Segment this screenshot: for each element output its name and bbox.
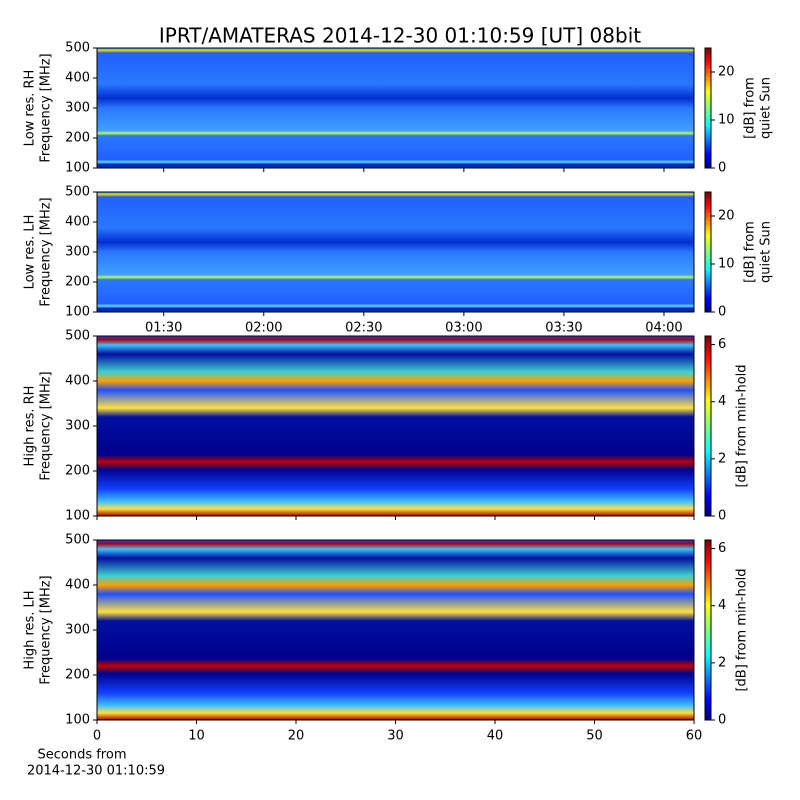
- y-tick-label: 300: [65, 245, 90, 260]
- y-axis-label: Frequency [MHz]: [39, 371, 54, 480]
- colorbar-tick-label: 10: [718, 257, 735, 272]
- y-tick-label: 200: [65, 668, 90, 683]
- colorbar: [704, 335, 712, 517]
- colorbar-label: quiet Sun: [759, 221, 774, 283]
- y-tick-label: 100: [65, 509, 90, 524]
- y-axis-label: Frequency [MHz]: [39, 575, 54, 684]
- x-tick-label: 01:30: [145, 321, 182, 336]
- colorbar-label: [dB] from: [743, 221, 758, 283]
- x-axis-label: Seconds from: [37, 748, 126, 763]
- y-tick-label: 100: [65, 305, 90, 320]
- figure-title: IPRT/AMATERAS 2014-12-30 01:10:59 [UT] 0…: [159, 24, 641, 48]
- y-tick-label: 500: [65, 329, 90, 344]
- spectrogram: [97, 336, 694, 516]
- colorbar-tick-label: 6: [718, 337, 726, 352]
- y-axis-label: Frequency [MHz]: [39, 197, 54, 306]
- x-tick-label: 10: [188, 729, 205, 744]
- spectrogram: [97, 192, 694, 312]
- y-tick-label: 100: [65, 713, 90, 728]
- x-tick-label: 0: [93, 729, 101, 744]
- x-tick-label: 60: [686, 729, 703, 744]
- colorbar: [704, 47, 712, 169]
- spectrogram: [97, 540, 694, 720]
- colorbar-tick-label: 0: [718, 161, 726, 176]
- x-axis-label: 2014-12-30 01:10:59: [27, 764, 165, 779]
- colorbar-tick-label: 10: [718, 113, 735, 128]
- colorbar-tick-label: 4: [718, 394, 726, 409]
- y-axis-label: Low res. RH: [23, 70, 38, 147]
- y-axis-label: Low res. LH: [23, 215, 38, 290]
- colorbar-label: [dB] from: [743, 77, 758, 139]
- y-tick-label: 500: [65, 41, 90, 56]
- x-tick-label: 40: [487, 729, 504, 744]
- y-tick-label: 400: [65, 374, 90, 389]
- colorbar-tick-label: 6: [718, 541, 726, 556]
- colorbar-label: [dB] from min-hold: [735, 568, 750, 691]
- y-tick-label: 500: [65, 185, 90, 200]
- x-tick-label: 20: [288, 729, 305, 744]
- x-tick-label: 50: [586, 729, 603, 744]
- colorbar-label: quiet Sun: [759, 77, 774, 139]
- x-tick-label: 03:30: [545, 321, 582, 336]
- colorbar-tick-label: 2: [718, 451, 726, 466]
- x-tick-label: 02:30: [345, 321, 382, 336]
- spectrogram: [97, 48, 694, 168]
- colorbar-tick-label: 4: [718, 598, 726, 613]
- y-tick-label: 200: [65, 131, 90, 146]
- colorbar-tick-label: 20: [718, 65, 735, 80]
- y-tick-label: 300: [65, 623, 90, 638]
- colorbar: [704, 539, 712, 721]
- y-axis-label: High res. RH: [23, 386, 38, 467]
- y-tick-label: 500: [65, 533, 90, 548]
- colorbar-tick-label: 0: [718, 509, 726, 524]
- x-tick-label: 30: [387, 729, 404, 744]
- y-tick-label: 400: [65, 215, 90, 230]
- x-tick-label: 04:00: [645, 321, 682, 336]
- colorbar: [704, 191, 712, 313]
- colorbar-tick-label: 2: [718, 655, 726, 670]
- y-tick-label: 400: [65, 71, 90, 86]
- colorbar-tick-label: 0: [718, 713, 726, 728]
- y-tick-label: 300: [65, 101, 90, 116]
- x-tick-label: 03:00: [445, 321, 482, 336]
- y-tick-label: 300: [65, 419, 90, 434]
- colorbar-label: [dB] from min-hold: [735, 364, 750, 487]
- y-tick-label: 200: [65, 275, 90, 290]
- colorbar-tick-label: 0: [718, 305, 726, 320]
- colorbar-tick-label: 20: [718, 209, 735, 224]
- y-axis-label: High res. LH: [23, 590, 38, 669]
- y-tick-label: 400: [65, 578, 90, 593]
- y-tick-label: 100: [65, 161, 90, 176]
- y-tick-label: 200: [65, 464, 90, 479]
- y-axis-label: Frequency [MHz]: [39, 53, 54, 162]
- x-tick-label: 02:00: [245, 321, 282, 336]
